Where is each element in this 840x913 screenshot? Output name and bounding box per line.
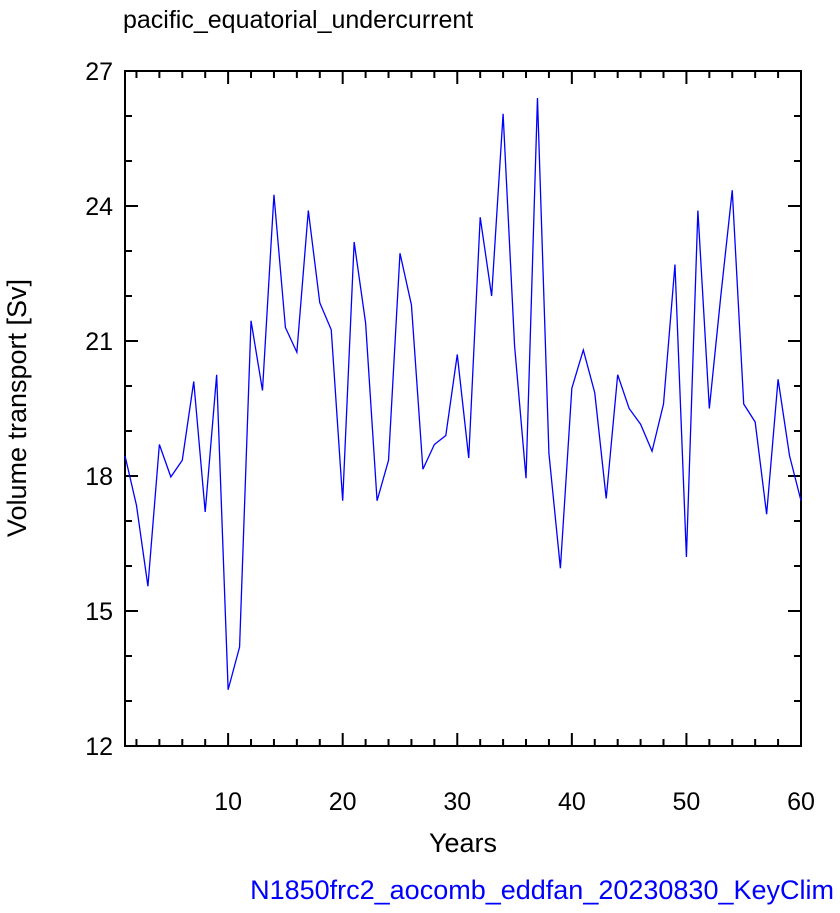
- y-axis-tick-labels: 12 15 18 21 24 27: [85, 58, 113, 761]
- y-tick-label: 18: [85, 463, 113, 491]
- x-tick-label: 50: [673, 788, 701, 816]
- plot-frame: [124, 70, 802, 747]
- y-tick-label: 24: [85, 193, 113, 221]
- x-tick-label: 30: [443, 788, 471, 816]
- y-tick-label: 21: [85, 328, 113, 356]
- y-tick-label: 12: [85, 733, 113, 761]
- y-tick-label: 27: [85, 58, 113, 86]
- x-tick-label: 10: [214, 788, 242, 816]
- footer-label: N1850frc2_aocomb_eddfan_20230830_KeyClim: [250, 875, 834, 905]
- chart-title: pacific_equatorial_undercurrent: [123, 6, 473, 34]
- x-tick-label: 60: [787, 788, 815, 816]
- x-tick-label: 40: [558, 788, 586, 816]
- x-axis-label: Years: [429, 828, 497, 858]
- y-tick-label: 15: [85, 598, 113, 626]
- y-axis-ticks: [125, 70, 801, 747]
- y-axis-label: Volume transport [Sv]: [2, 279, 32, 537]
- x-axis-ticks: [135, 71, 802, 746]
- series-line: [124, 97, 802, 690]
- x-axis-tick-labels: 10 20 30 40 50 60: [214, 788, 815, 816]
- x-tick-label: 20: [329, 788, 357, 816]
- series-layer: [124, 97, 802, 690]
